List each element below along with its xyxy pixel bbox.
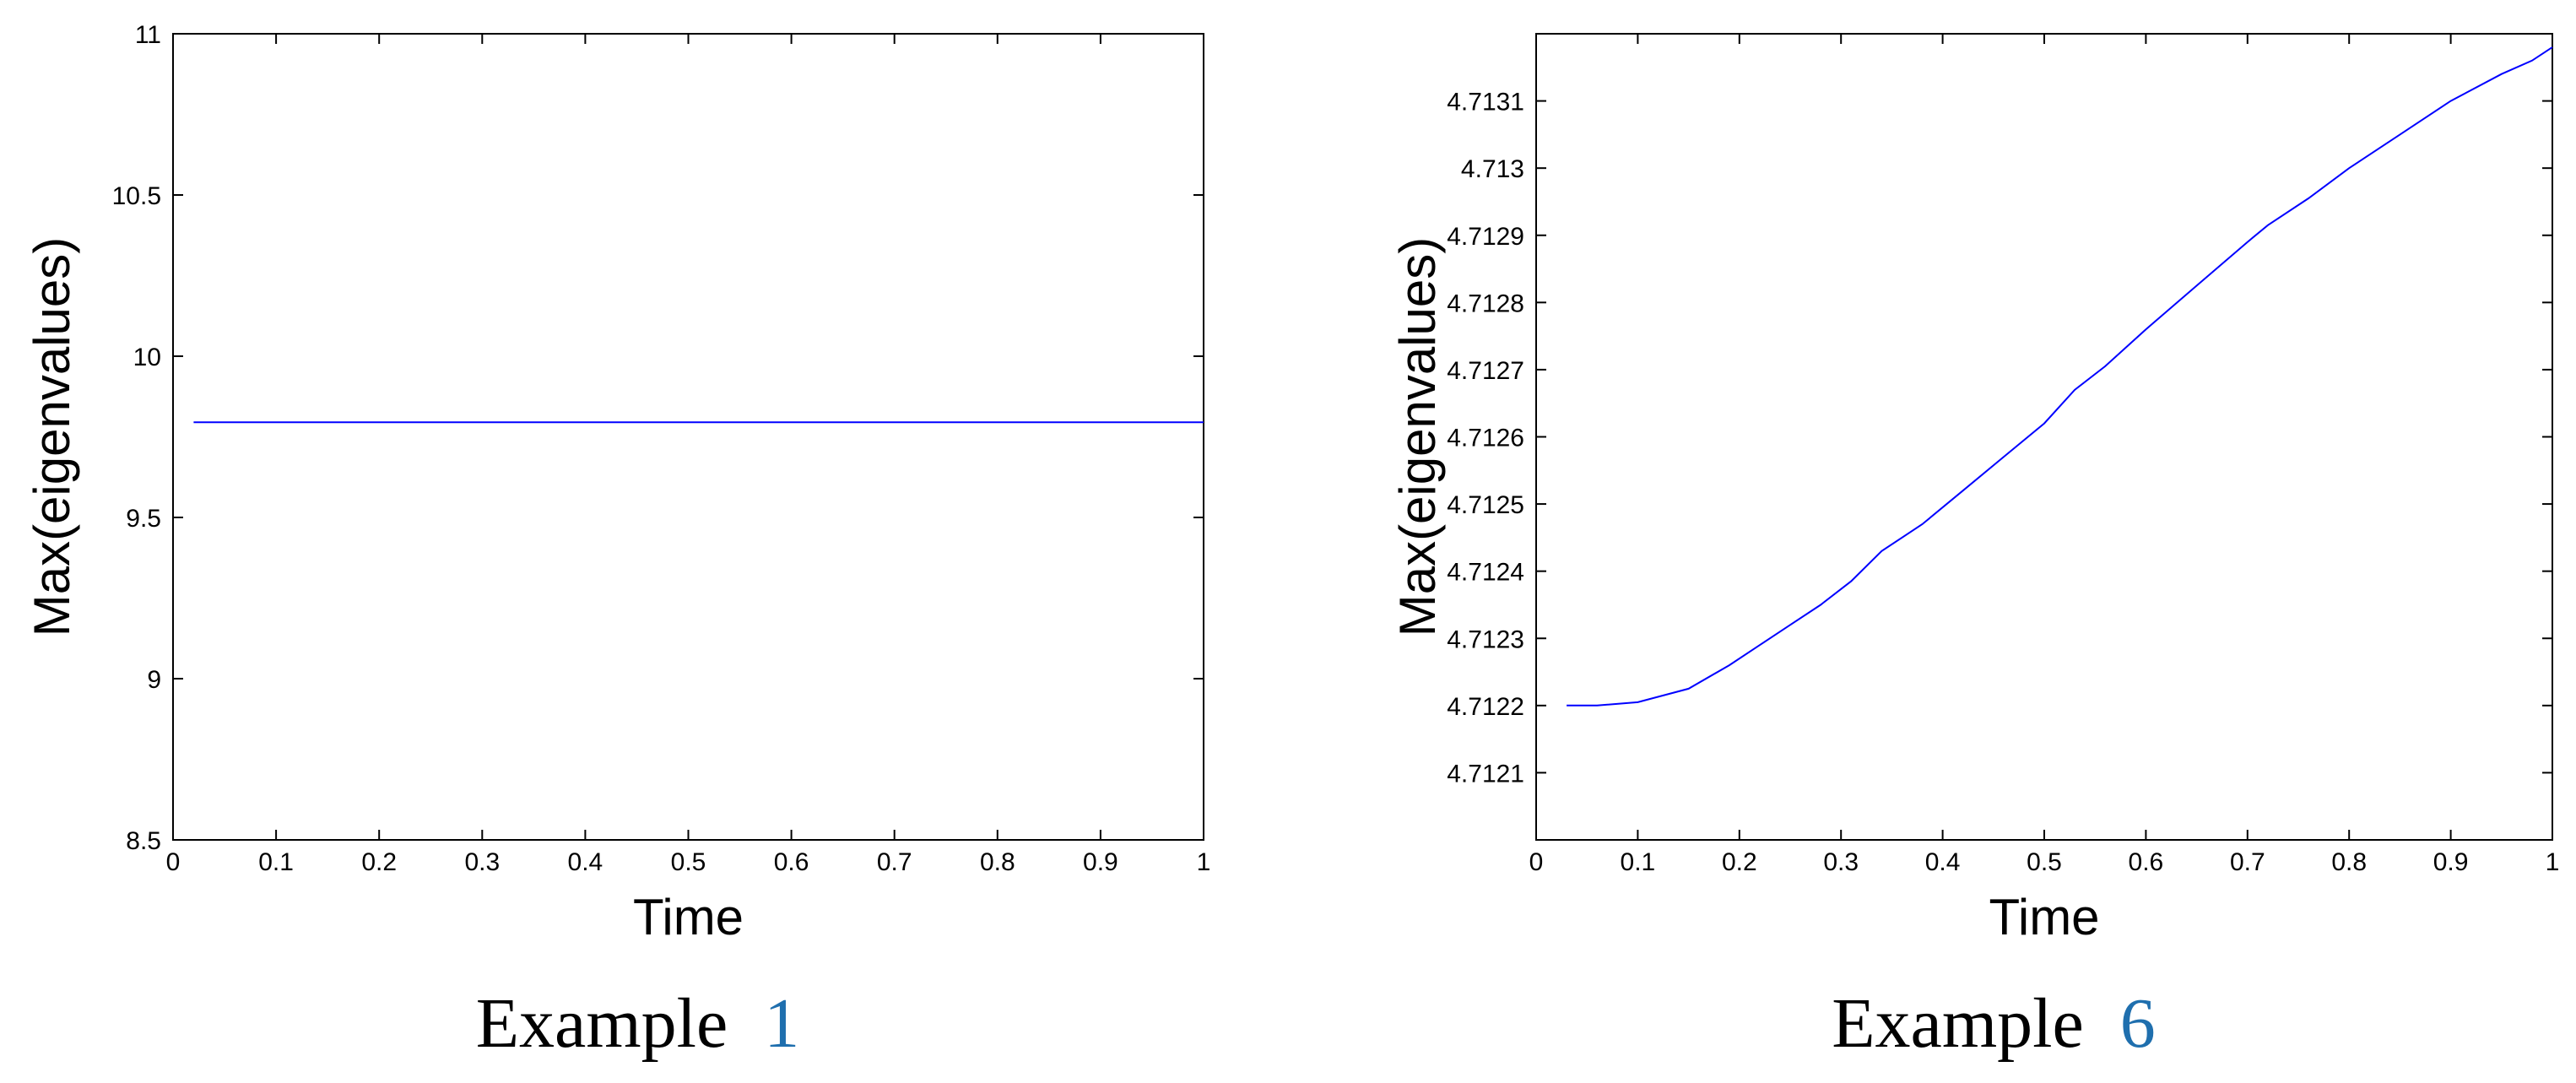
plot-frame (172, 33, 1204, 841)
x-tick-label: 0.6 (2129, 848, 2164, 876)
x-tick-label: 0 (166, 848, 181, 876)
x-tick-label: 0.4 (1925, 848, 1961, 876)
y-tick-label: 10.5 (112, 182, 161, 210)
x-tick-label: 0.6 (774, 848, 809, 876)
caption-prefix: Example (476, 984, 746, 1063)
y-tick-label: 4.713 (1461, 155, 1524, 183)
x-tick-label: 0.7 (2230, 848, 2265, 876)
x-tick-label: 1 (2546, 848, 2560, 876)
chart-left: 0 0.1 0.2 0.3 0.4 0.5 0.6 0.7 0.8 0.9 1 8.5 9 9.5 10 10… (24, 21, 1210, 1063)
x-tick-label: 0.1 (1621, 848, 1656, 876)
x-tick-label: 0 (1529, 848, 1544, 876)
y-axis-label: Max(eigenvalues) (1389, 237, 1446, 637)
x-axis-label: Time (633, 889, 744, 945)
caption: Example 1 (476, 984, 800, 1063)
y-tick-label: 4.7122 (1447, 693, 1524, 721)
y-axis-label: Max(eigenvalues) (24, 237, 80, 637)
chart-right: 0 0.1 0.2 0.3 0.4 0.5 0.6 0.7 0.8 0.9 1 4.7121 4.712… (1389, 33, 2560, 1063)
y-tick-label: 4.7126 (1447, 425, 1524, 452)
y-tick-label: 4.7125 (1447, 491, 1524, 519)
series-line (1567, 46, 2553, 707)
caption-prefix: Example (1832, 984, 2102, 1063)
caption-reference-link[interactable]: 6 (2120, 984, 2156, 1063)
y-tick-label: 11 (135, 21, 161, 49)
x-tick-label: 0.7 (877, 848, 912, 876)
y-tick-label: 4.7121 (1447, 760, 1524, 788)
x-tick-label: 0.2 (1722, 848, 1757, 876)
x-tick-label: 0.3 (1823, 848, 1859, 876)
caption: Example 6 (1832, 984, 2156, 1063)
y-tick-label: 8.5 (126, 827, 161, 855)
y-tick-label: 4.7127 (1447, 357, 1524, 385)
y-tick-label: 4.7128 (1447, 290, 1524, 317)
x-tick-label: 0.5 (2027, 848, 2062, 876)
x-tick-label: 1 (1197, 848, 1211, 876)
x-tick-label: 0.9 (1083, 848, 1118, 876)
y-tick-label: 4.7123 (1447, 625, 1524, 653)
x-tick-label: 0.4 (568, 848, 603, 876)
x-tick-label: 0.5 (671, 848, 706, 876)
x-tick-label: 0.9 (2433, 848, 2469, 876)
x-tick-label: 0.8 (980, 848, 1015, 876)
plot-frame (1535, 33, 2553, 841)
caption-reference-link[interactable]: 1 (764, 984, 799, 1063)
y-tick-label: 10 (133, 344, 161, 371)
y-tick-label: 9.5 (126, 505, 161, 533)
x-tick-label: 0.2 (361, 848, 397, 876)
x-tick-label: 0.8 (2331, 848, 2367, 876)
x-tick-label: 0.1 (258, 848, 294, 876)
y-tick-label: 9 (147, 666, 161, 694)
x-tick-label: 0.3 (464, 848, 500, 876)
y-tick-label: 4.7124 (1447, 559, 1524, 587)
x-axis-label: Time (1989, 889, 2099, 945)
y-tick-label: 4.7131 (1447, 89, 1524, 116)
y-tick-label: 4.7129 (1447, 223, 1524, 251)
